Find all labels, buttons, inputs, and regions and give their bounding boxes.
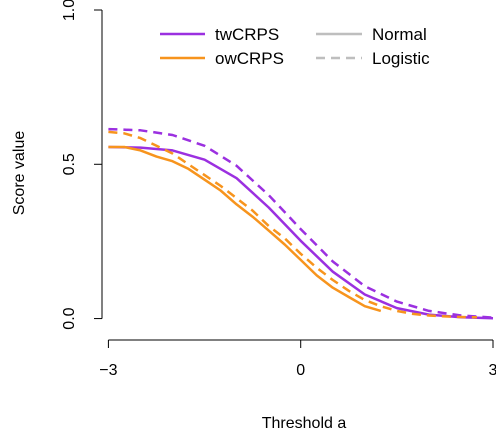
legend: twCRPS owCRPS Normal Logistic (160, 25, 430, 68)
y-tick-label: 0.0 (61, 307, 78, 329)
series-line-twcrps-normal (108, 145, 494, 320)
x-tick-label: 0 (296, 362, 305, 379)
series-lines (108, 127, 494, 320)
legend-label-twcrps: twCRPS (215, 25, 279, 44)
x-tick-label: 3 (489, 362, 496, 379)
legend-label-owcrps: owCRPS (215, 49, 284, 68)
plot-area: −3 0 3 0.0 0.5 1.0 (61, 0, 496, 379)
x-axis-title: Threshold a (262, 415, 347, 432)
y-tick-label: 1.0 (61, 0, 78, 21)
legend-label-normal: Normal (372, 25, 427, 44)
x-axis-ticks: −3 0 3 (99, 340, 496, 379)
y-axis-ticks: 0.0 0.5 1.0 (61, 0, 102, 330)
y-axis-title: Score value (11, 131, 28, 216)
series-line-owcrps-logistic (108, 130, 478, 319)
series-line-owcrps-normal (108, 145, 382, 313)
legend-label-logistic: Logistic (372, 49, 430, 68)
y-tick-label: 0.5 (61, 153, 78, 175)
x-tick-label: −3 (99, 362, 117, 379)
series-line-twcrps-logistic (108, 127, 494, 319)
